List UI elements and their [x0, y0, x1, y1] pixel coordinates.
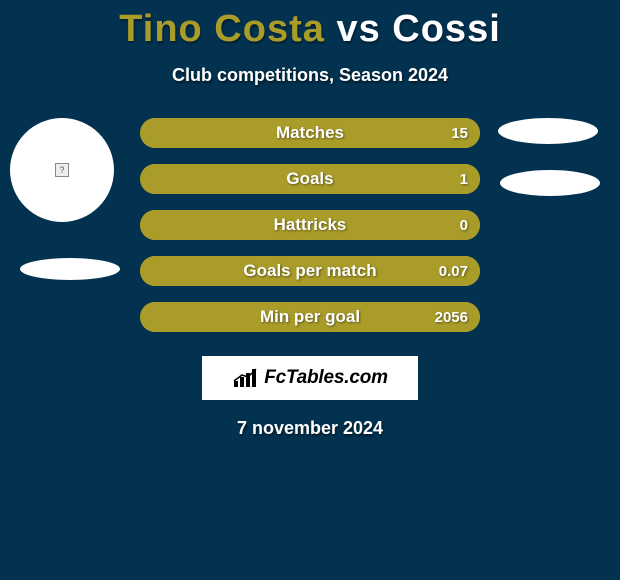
stat-value-right: 15	[451, 118, 468, 148]
stat-value-right: 0.07	[439, 256, 468, 286]
main-area: ? Matches15 Goals1 Hattricks0 Goals per mat…	[0, 118, 620, 439]
player1-name: Tino Costa	[119, 8, 325, 50]
stats-rows: Matches15 Goals1 Hattricks0 Goals per match…	[140, 118, 480, 332]
player1-avatar: ?	[10, 118, 114, 222]
stat-row: Min per goal2056	[140, 302, 480, 332]
stat-value-right: 0	[460, 210, 468, 240]
stat-row: Goals per match0.07	[140, 256, 480, 286]
brand-banner: FcTables.com	[202, 356, 418, 400]
stat-label: Matches	[140, 118, 480, 148]
subtitle: Club competitions, Season 2024	[0, 65, 620, 86]
broken-image-icon: ?	[55, 163, 69, 177]
bar-chart-icon	[232, 367, 258, 389]
footer-date: 7 november 2024	[0, 418, 620, 439]
stat-row: Goals1	[140, 164, 480, 194]
player2-name: Cossi	[392, 8, 500, 50]
player2-shadow-1	[498, 118, 598, 144]
stat-label: Goals per match	[140, 256, 480, 286]
player2-shadow-2	[500, 170, 600, 196]
stat-row: Hattricks0	[140, 210, 480, 240]
vs-text: vs	[336, 8, 380, 50]
stat-value-right: 2056	[435, 302, 468, 332]
stat-row: Matches15	[140, 118, 480, 148]
stat-label: Min per goal	[140, 302, 480, 332]
stat-value-right: 1	[460, 164, 468, 194]
brand-text: FcTables.com	[264, 367, 388, 389]
player1-shadow	[20, 258, 120, 280]
stat-label: Goals	[140, 164, 480, 194]
page-title: Tino Costa vs Cossi	[0, 0, 620, 51]
stat-label: Hattricks	[140, 210, 480, 240]
